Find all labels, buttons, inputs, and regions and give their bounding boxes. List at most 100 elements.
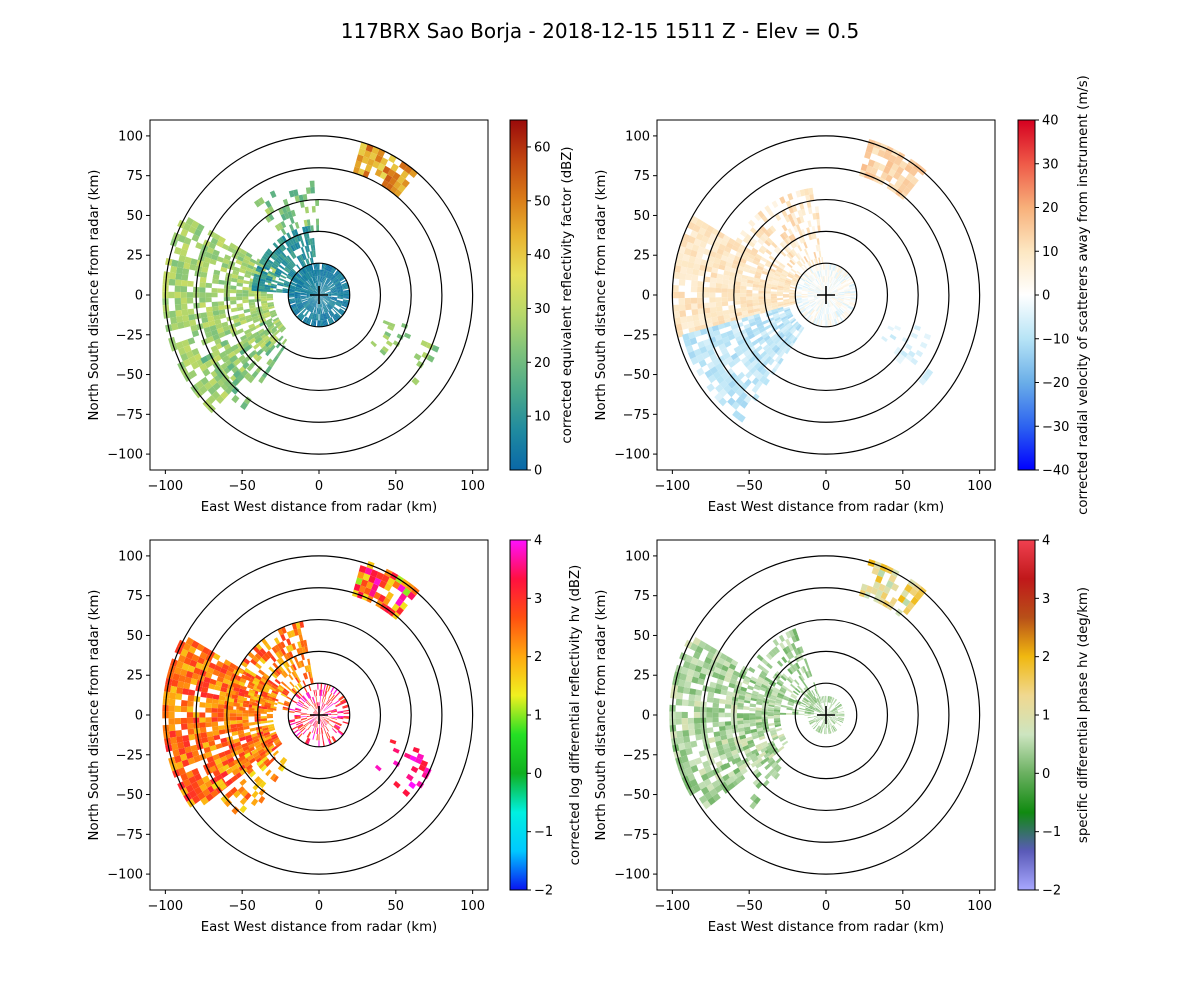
colorbar-tick-label: 0 <box>534 767 542 782</box>
y-tick-label: −75 <box>116 828 143 843</box>
y-tick-label: 0 <box>135 709 143 724</box>
y-tick-label: 25 <box>126 669 143 684</box>
y-tick-label: −100 <box>107 868 143 883</box>
y-tick-label: −75 <box>623 828 650 843</box>
x-axis-label: East West distance from radar (km) <box>201 500 438 515</box>
colorbar-tick-label: 0 <box>1042 767 1050 782</box>
y-tick-label: −25 <box>116 748 143 763</box>
y-tick-label: 75 <box>633 169 650 184</box>
x-tick-label: 0 <box>822 479 830 494</box>
x-tick-label: 50 <box>895 899 912 914</box>
range-ring-100km <box>164 135 474 455</box>
y-tick-label: 50 <box>126 629 143 644</box>
y-tick-label: 100 <box>625 549 650 564</box>
colorbar-tick-label: −1 <box>534 825 553 840</box>
colorbar-tick-label: 20 <box>534 356 551 371</box>
x-tick-label: 0 <box>822 899 830 914</box>
colorbar-tick-label: 4 <box>534 534 542 549</box>
colorbar-tick-label: 1 <box>1042 709 1050 724</box>
y-tick-label: −75 <box>623 408 650 423</box>
colorbar-label: corrected radial velocity of scatterers … <box>1076 75 1091 515</box>
y-tick-label: 100 <box>118 129 143 144</box>
y-axis-label: North South distance from radar (km) <box>594 170 609 421</box>
x-tick-label: 50 <box>895 479 912 494</box>
colorbar-tick-label: −30 <box>1042 420 1069 435</box>
colorbar-tick-label: 3 <box>1042 592 1050 607</box>
range-ring-80km <box>195 167 443 423</box>
range-ring-100km <box>671 555 981 875</box>
x-tick-label: 100 <box>460 899 485 914</box>
colorbar-specific_differential_phase <box>1017 539 1036 891</box>
x-tick-label: −50 <box>228 899 255 914</box>
range-ring-60km <box>226 618 412 812</box>
x-tick-label: −100 <box>655 479 691 494</box>
x-tick-label: 100 <box>967 899 992 914</box>
x-tick-label: 0 <box>315 899 323 914</box>
colorbar-tick-label: 40 <box>1042 114 1059 129</box>
y-tick-label: −25 <box>623 748 650 763</box>
y-tick-label: 25 <box>633 249 650 264</box>
y-tick-label: 75 <box>126 169 143 184</box>
x-tick-label: −100 <box>148 479 184 494</box>
colorbar-label: corrected log differential reflectivity … <box>568 565 583 866</box>
colorbar-tick-label: 1 <box>534 709 542 724</box>
colorbar-tick-label: 4 <box>1042 534 1050 549</box>
y-tick-label: 50 <box>126 209 143 224</box>
y-tick-label: 100 <box>625 129 650 144</box>
range-ring-60km <box>226 198 412 392</box>
range-ring-40km <box>256 650 382 780</box>
colorbar-tick-label: 2 <box>534 650 542 665</box>
figure-title: 117BRX Sao Borja - 2018-12-15 1511 Z - E… <box>341 19 859 43</box>
colorbar-tick-label: 0 <box>1042 289 1050 304</box>
range-ring-80km <box>702 167 950 423</box>
radar-field-differential_reflectivity <box>162 561 432 815</box>
y-axis-label: North South distance from radar (km) <box>87 170 102 421</box>
x-tick-label: −50 <box>228 479 255 494</box>
x-tick-label: 100 <box>460 479 485 494</box>
y-tick-label: −50 <box>116 368 143 383</box>
y-tick-label: −100 <box>107 448 143 463</box>
radar-field-velocity <box>672 139 934 423</box>
range-ring-40km <box>763 650 889 780</box>
x-tick-label: 50 <box>388 479 405 494</box>
panel-top-right: −100 −50 0 50 100−100−75−50−250255075100East… <box>594 75 1091 515</box>
y-tick-label: 0 <box>642 289 650 304</box>
x-tick-label: −100 <box>148 899 184 914</box>
range-ring-20km <box>794 262 858 328</box>
range-ring-40km <box>763 230 889 360</box>
x-tick-label: 100 <box>967 479 992 494</box>
colorbar-tick-label: 10 <box>1042 245 1059 260</box>
range-ring-20km <box>794 682 858 748</box>
y-tick-label: −50 <box>116 788 143 803</box>
colorbar-label: corrected equivalent reflectivity factor… <box>560 146 575 443</box>
y-tick-label: 75 <box>633 589 650 604</box>
colorbar-tick-label: −40 <box>1042 464 1069 479</box>
panel-bottom-left: −100 −50 0 50 100 −100 −75 −50 −25 0 25 50 75 100 East… <box>87 534 583 936</box>
x-tick-label: −50 <box>735 479 762 494</box>
y-tick-label: −25 <box>116 328 143 343</box>
y-tick-label: 25 <box>633 669 650 684</box>
radar-field-specific_differential_phase <box>669 559 927 810</box>
colorbar-tick-label: −10 <box>1042 332 1069 347</box>
colorbar-tick-label: 40 <box>534 248 551 263</box>
y-axis-label: North South distance from radar (km) <box>87 590 102 841</box>
y-tick-label: −100 <box>614 448 650 463</box>
y-tick-label: 50 <box>633 629 650 644</box>
colorbar-tick-label: 50 <box>534 194 551 209</box>
colorbar-label: specific differential phase hv (deg/km) <box>1076 587 1091 843</box>
colorbar-tick-label: 60 <box>534 140 551 155</box>
radar-field-reflectivity <box>162 142 440 414</box>
y-tick-label: −100 <box>614 868 650 883</box>
y-tick-label: 50 <box>633 209 650 224</box>
colorbar-tick-label: 2 <box>1042 650 1050 665</box>
x-axis-label: East West distance from radar (km) <box>708 500 945 515</box>
y-tick-label: −75 <box>116 408 143 423</box>
range-ring-100km <box>164 555 474 875</box>
x-tick-label: −50 <box>735 899 762 914</box>
y-tick-label: 25 <box>126 249 143 264</box>
range-ring-60km <box>733 198 919 392</box>
panel-bottom-right: −100 −50 0 50 100 −100 −75 −50 −25 0 25 50 75 100 East… <box>594 534 1091 936</box>
range-ring-100km <box>671 135 981 455</box>
y-tick-label: −50 <box>623 368 650 383</box>
range-ring-60km <box>733 618 919 812</box>
